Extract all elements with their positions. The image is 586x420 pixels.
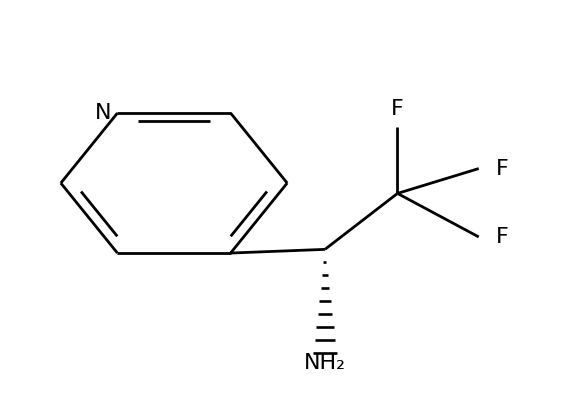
Text: N: N [95, 103, 111, 123]
Text: F: F [496, 159, 509, 178]
Text: F: F [496, 227, 509, 247]
Text: NH₂: NH₂ [304, 353, 346, 373]
Text: F: F [391, 99, 404, 119]
